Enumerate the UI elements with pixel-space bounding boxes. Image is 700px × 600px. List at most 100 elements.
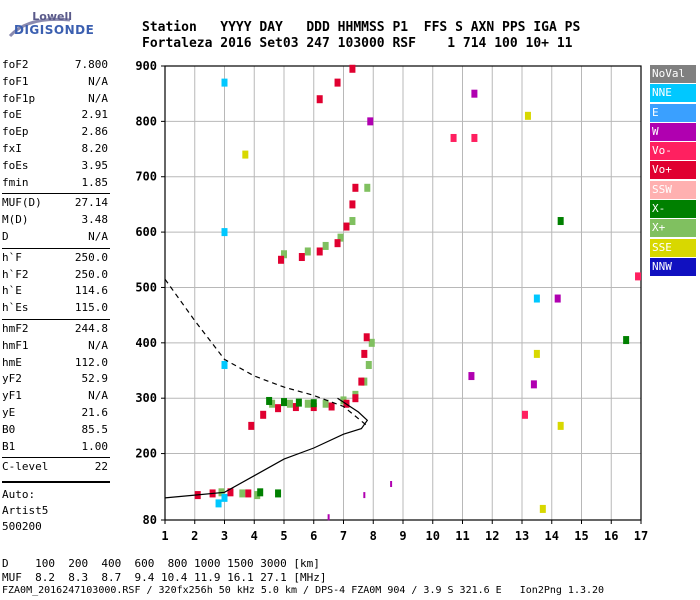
param-row-clevel: C-level 22 <box>2 460 108 476</box>
param-key: foEs <box>2 158 29 172</box>
echo-point-w <box>530 380 537 389</box>
echo-point-vo <box>328 402 335 411</box>
legend-item-vo: Vo+ <box>650 161 696 180</box>
legend-item-noval: NoVal <box>650 65 696 83</box>
echo-point-nne <box>533 294 540 303</box>
param-row-hme: hmE 112.0 <box>2 356 108 372</box>
file-info-footer: FZA0M_2016247103000.RSF / 320fx256h 50 k… <box>2 585 605 596</box>
echo-point-x <box>257 488 264 497</box>
param-row-foe: foE 2.91 <box>2 108 108 124</box>
y-tick-label: 900 <box>135 59 157 73</box>
param-row-fof1: foF1 N/A <box>2 75 108 91</box>
echo-point-vo <box>334 239 341 248</box>
param-key: C-level <box>2 460 49 474</box>
legend-item-ssw: SSW <box>650 180 696 199</box>
param-value: 27.14 <box>74 196 108 210</box>
param-key: D <box>2 230 9 243</box>
echo-point-x <box>275 489 282 498</box>
x-tick-label: 17 <box>634 529 648 543</box>
echo-point-vo <box>352 394 359 403</box>
echo-point-x <box>266 396 273 405</box>
x-tick-label: 9 <box>399 529 406 543</box>
param-row-he: h`E 114.6 <box>2 284 108 300</box>
muf-row: MUF 8.2 8.3 8.7 9.4 10.4 11.9 16.1 27.1 … <box>2 571 327 584</box>
param-row-fxi: fxI 8.20 <box>2 142 108 158</box>
echo-point-x <box>337 233 344 242</box>
echo-point-x <box>295 398 302 407</box>
param-value: 1.85 <box>81 175 109 189</box>
header-values: Fortaleza 2016 Set03 247 103000 RSF 1 71… <box>142 36 573 51</box>
y-tick-label: 300 <box>135 391 157 405</box>
param-value: 112.0 <box>74 355 108 369</box>
param-key: h`F <box>2 250 22 264</box>
param-row-hes: h`Es 115.0 <box>2 301 108 317</box>
param-value: 3.95 <box>81 158 109 172</box>
echo-point-x <box>304 399 311 408</box>
echo-point-vo <box>316 95 323 104</box>
echo-point-vo <box>278 255 285 264</box>
echo-point-x <box>304 247 311 256</box>
echo-point-vo <box>260 410 267 419</box>
x-tick-label: 15 <box>574 529 588 543</box>
echo-point-w <box>554 294 561 303</box>
echo-point-x <box>364 183 371 192</box>
x-tick-label: 2 <box>191 529 198 543</box>
param-value: 8.20 <box>81 142 109 155</box>
param-divider <box>2 247 110 249</box>
param-row-md: M(D) 3.48 <box>2 213 108 229</box>
echo-point-x <box>310 399 317 408</box>
x-tick-label: 16 <box>604 529 618 543</box>
param-value: N/A <box>88 230 108 243</box>
legend-item-nnw: NNW <box>650 257 696 276</box>
polarization-legend: NoVal NNE E W Vo- Vo+ SSW X- X+ SSE NNW <box>650 65 696 277</box>
distance-row: D 100 200 400 600 800 1000 1500 3000 [km… <box>2 557 320 570</box>
x-tick-label: 12 <box>485 529 499 543</box>
echo-point-nne <box>221 360 228 369</box>
param-value: 2.91 <box>81 108 109 122</box>
param-row-hmf2: hmF2 244.8 <box>2 322 108 338</box>
echo-point-vo <box>227 488 234 497</box>
param-value: 21.6 <box>81 406 109 419</box>
autoscaling-info: Auto: Artist5 500200 <box>2 487 48 535</box>
echo-point-w <box>471 89 478 98</box>
param-row-foes: foEs 3.95 <box>2 159 108 175</box>
echo-point-x <box>623 336 630 345</box>
param-key: h`F2 <box>2 267 29 281</box>
echo-point-x <box>365 360 372 369</box>
param-row-d: D N/A <box>2 230 108 246</box>
param-row-yf2: yF2 52.9 <box>2 372 108 388</box>
y-tick-label: 500 <box>135 280 157 294</box>
echo-point-vo <box>361 349 368 358</box>
logo-line1: Lowell <box>32 10 72 23</box>
echo-point-vo <box>471 133 478 142</box>
param-value: 85.5 <box>81 422 109 436</box>
param-key: foE <box>2 108 22 122</box>
legend-item-sse: SSE <box>650 238 696 257</box>
echo-point-vo <box>298 253 305 262</box>
echo-point-vo <box>343 222 350 231</box>
param-key: B1 <box>2 439 16 453</box>
param-value: N/A <box>88 389 108 403</box>
param-value: 52.9 <box>81 372 109 386</box>
param-row-b1: B1 1.00 <box>2 440 108 456</box>
param-value: 250.0 <box>74 267 108 281</box>
param-row-foep: foEp 2.86 <box>2 125 108 141</box>
param-row-hf2: h`F2 250.0 <box>2 268 108 284</box>
param-key: yE <box>2 406 16 419</box>
echo-point-x <box>368 338 375 347</box>
y-tick-label: 800 <box>135 114 157 128</box>
echo-point-sse <box>539 504 546 513</box>
y-tick-label: 600 <box>135 225 157 239</box>
param-key: MUF(D) <box>2 196 42 210</box>
param-value: 244.8 <box>74 322 108 335</box>
small-marker <box>327 514 330 521</box>
auto-program: Artist5 <box>2 504 49 517</box>
x-tick-label: 6 <box>310 529 317 543</box>
legend-item-x: X+ <box>650 219 696 238</box>
echo-point-sse <box>533 349 540 358</box>
param-key: h`E <box>2 284 22 298</box>
station-header: Station YYYY DAY DDD HHMMSS P1 FFS S AXN… <box>142 20 580 52</box>
echo-point-w <box>468 372 475 381</box>
echo-point-vo <box>349 64 356 73</box>
echo-point-x <box>286 399 293 408</box>
